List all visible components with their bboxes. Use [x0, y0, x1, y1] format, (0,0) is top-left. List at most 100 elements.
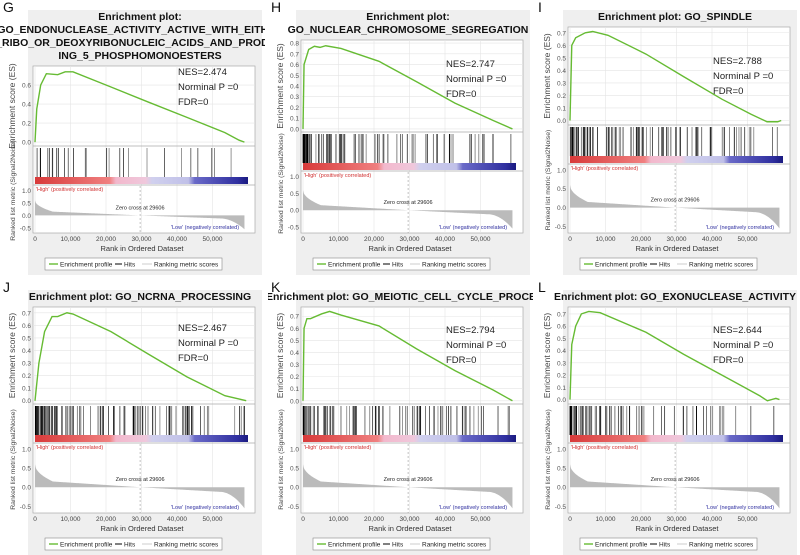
es-y-tick-label: 0.7	[290, 314, 299, 321]
es-y-axis-label: Enrichment score (ES)	[7, 313, 17, 399]
chart-title: Enrichment plot:	[366, 11, 449, 23]
plot-frame	[32, 65, 256, 234]
stat-nes: NES=2.747	[446, 59, 495, 70]
es-y-tick-label: 0.1	[22, 386, 31, 393]
rank-color-bar	[570, 435, 783, 442]
legend-label: Enrichment profile	[328, 542, 381, 549]
rank-y-tick-label: 0.0	[290, 208, 299, 215]
es-y-axis-label: Enrichment score (ES)	[275, 43, 285, 129]
legend-label: Ranking metric scores	[422, 542, 487, 549]
panel-letter: H	[271, 0, 282, 15]
legend-box	[312, 537, 491, 551]
rank-y-tick-label: 1.0	[22, 188, 31, 195]
legend-label: Enrichment profile	[328, 262, 381, 269]
es-y-tick-label: 0.4	[290, 84, 299, 91]
legend-box	[44, 537, 223, 551]
legend-label: Hits	[659, 262, 671, 269]
rank-y-axis-label: Ranked list metric (Signal2Noise)	[278, 409, 285, 509]
es-y-tick-label: 0.5	[290, 73, 299, 80]
gsea-chart: Enrichment plot:GO_ENDONUCLEASE_ACTIVITY…	[0, 10, 265, 275]
zero-cross-label: Zero cross at 29606	[384, 200, 433, 206]
es-y-tick-label: 0.3	[22, 361, 31, 368]
x-tick-label: 10,000	[61, 236, 81, 243]
stat-nes: NES=2.788	[713, 56, 762, 67]
es-y-tick-label: 0.2	[22, 121, 31, 128]
stat-p: Norminal P =0	[178, 82, 238, 93]
stat-fdr: FDR=0	[178, 353, 208, 364]
es-y-tick-label: 0.5	[290, 338, 299, 345]
ranking-metric-area	[570, 184, 780, 229]
plot-frame	[300, 306, 524, 514]
rank-y-tick-label: -0.5	[20, 504, 32, 511]
high-correlated-label: 'High' (positively correlated)	[36, 187, 103, 193]
es-y-tick-label: 0.5	[557, 55, 566, 62]
chart-title: ING_5_PHOSPHOMONOESTERS	[58, 50, 221, 62]
rank-y-tick-label: 0.0	[557, 485, 566, 492]
x-tick-label: 10,000	[329, 516, 349, 523]
es-y-tick-label: 0.0	[557, 397, 566, 404]
x-tick-label: 30,000	[132, 516, 152, 523]
es-y-tick-label: 0.7	[557, 311, 566, 318]
rank-color-bar	[303, 163, 516, 170]
es-y-tick-label: 0.2	[22, 373, 31, 380]
rank-y-tick-label: 0.0	[22, 485, 31, 492]
panel-letter: K	[271, 279, 281, 295]
x-tick-label: 50,000	[738, 236, 758, 243]
legend-label: Ranking metric scores	[689, 542, 754, 549]
stat-nes: NES=2.467	[178, 323, 227, 334]
legend: Enrichment profile Hits Ranking metric sco…	[579, 257, 758, 271]
x-tick-label: 10,000	[329, 236, 349, 243]
x-tick-label: 40,000	[702, 516, 722, 523]
panel-letter: L	[538, 279, 546, 295]
gsea-chart: Enrichment plot: GO_NCRNA_PROCESSING 0 10,…	[7, 290, 262, 555]
legend-label: Hits	[124, 262, 136, 269]
enrichment-profile-line	[302, 45, 513, 130]
rank-y-axis-label: Ranked list metric (Signal2Noise)	[10, 140, 17, 240]
stat-fdr: FDR=0	[446, 355, 476, 366]
legend: Enrichment profile Hits Ranking metric sco…	[44, 257, 223, 271]
x-axis-label: Rank in Ordered Dataset	[101, 244, 185, 253]
rank-y-tick-label: 1.0	[557, 167, 566, 174]
es-y-axis-label: Enrichment score (ES)	[7, 63, 17, 149]
legend-label: Enrichment profile	[595, 262, 648, 269]
rank-y-tick-label: -0.5	[288, 504, 300, 511]
es-y-tick-label: 0.0	[22, 140, 31, 147]
es-y-tick-label: 0.5	[557, 336, 566, 343]
ranking-metric-area	[303, 190, 513, 229]
x-tick-label: 50,000	[203, 516, 223, 523]
rank-y-axis-label: Ranked list metric (Signal2Noise)	[545, 130, 552, 230]
chart-title: _RIBO_OR_DEOXYRIBONUCLEIC_ACIDS_AND_PROD…	[0, 37, 265, 49]
legend-label: Enrichment profile	[595, 542, 648, 549]
panel-letter: I	[538, 0, 542, 15]
zero-cross-label: Zero cross at 29606	[651, 198, 700, 204]
es-y-tick-label: 0.0	[290, 126, 299, 133]
x-tick-label: 20,000	[96, 516, 116, 523]
rank-y-tick-label: 1.0	[557, 446, 566, 453]
panel-i: I Enrichment plot: GO_SPINDLE 0 10,000 20,00…	[535, 0, 800, 275]
rank-y-tick-label: 1.0	[290, 446, 299, 453]
x-tick-label: 50,000	[738, 516, 758, 523]
high-correlated-label: 'High' (positively correlated)	[304, 173, 371, 179]
x-tick-label: 0	[568, 236, 572, 243]
x-tick-label: 30,000	[667, 236, 687, 243]
high-correlated-label: 'High' (positively correlated)	[571, 445, 638, 451]
es-y-tick-label: 0.6	[290, 326, 299, 333]
enrichment-profile-line	[569, 30, 782, 123]
legend-box	[579, 537, 758, 551]
rank-y-tick-label: 0.5	[290, 466, 299, 473]
panel-h: H Enrichment plot: GO_NUCLEAR_CHROMOSOME_S…	[268, 0, 533, 275]
x-tick-label: 20,000	[364, 516, 384, 523]
low-correlated-label: 'Low' (negatively correlated)	[171, 505, 239, 511]
stat-fdr: FDR=0	[446, 89, 476, 100]
enrichment-profile-line	[34, 71, 245, 143]
gsea-chart: Enrichment plot: GO_SPINDLE 0 10,000 20,000…	[542, 10, 797, 275]
chart-title: Enrichment plot:	[98, 11, 181, 23]
x-tick-label: 30,000	[667, 516, 687, 523]
x-tick-label: 30,000	[132, 236, 152, 243]
es-y-tick-label: 0.6	[22, 323, 31, 330]
es-y-tick-label: 0.7	[290, 51, 299, 58]
x-tick-label: 10,000	[596, 236, 616, 243]
ranking-metric-area	[35, 464, 245, 509]
rank-y-tick-label: -0.5	[555, 224, 567, 231]
es-y-tick-label: 0.2	[557, 93, 566, 100]
